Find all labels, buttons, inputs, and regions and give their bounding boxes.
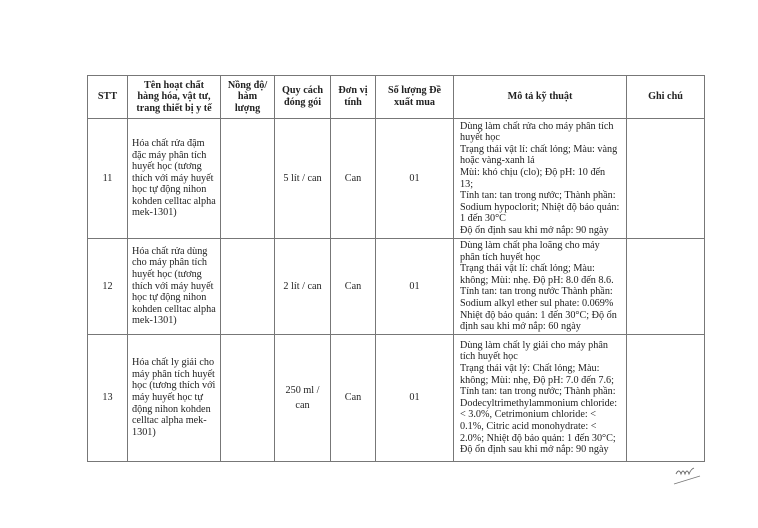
description-line: Dùng làm chất ly giải cho máy phân tích … [460, 339, 608, 363]
header-unit: Đơn vị tính [330, 75, 376, 119]
cell-packing: 2 lít / can [274, 238, 331, 335]
cell-stt: 13 [87, 333, 128, 462]
table-row: 13 Hóa chất ly giải cho máy phân tích huy… [87, 333, 705, 462]
cell-quantity: 01 [375, 333, 454, 462]
description-line: Mùi: khó chịu (clo); Độ pH: 10 đến 13; [460, 166, 606, 190]
header-concentration: Nồng độ/ hàm lượng [220, 75, 275, 119]
description-line: Trạng thái vật lí: chất lỏng; Màu: vàng … [460, 143, 618, 167]
cell-stt: 11 [87, 118, 128, 239]
description-line: Tính tan: tan trong nước; Thành phần: Do… [460, 386, 618, 456]
description-line: Dùng làm chất rửa cho máy phân tích huyế… [460, 120, 614, 144]
description-line: Độ ổn định sau khi mở nắp: 90 ngày [460, 224, 609, 236]
cell-quantity: 01 [375, 238, 454, 335]
cell-unit: Can [330, 238, 376, 335]
cell-packing: 5 lít / can [274, 118, 331, 239]
cell-unit: Can [330, 118, 376, 239]
header-name: Tên hoạt chất hàng hóa, vật tư, trang th… [127, 75, 221, 119]
cell-description: Dùng làm chất pha loãng cho máy phân tíc… [453, 238, 627, 335]
cell-packing: 250 ml / can [274, 333, 331, 462]
cell-name: Hóa chất rửa dùng cho máy phân tích huyế… [127, 238, 221, 335]
description-line: Nhiệt độ bảo quản: 1 đến 30°C; Độ ổn địn… [460, 309, 617, 333]
header-quantity: Số lượng Đề xuất mua [375, 75, 454, 119]
header-packing: Quy cách đóng gói [274, 75, 331, 119]
cell-note [626, 118, 705, 239]
table-row: 12 Hóa chất rửa dùng cho máy phân tích hu… [87, 238, 705, 335]
header-description: Mô tả kỹ thuật [453, 75, 627, 119]
cell-unit: Can [330, 333, 376, 462]
description-line: Dùng làm chất pha loãng cho máy phân tíc… [460, 240, 600, 263]
cell-name: Hóa chất rửa đậm đặc máy phân tích huyết… [127, 118, 221, 239]
description-line: Trạng thái vật lý: Chất lỏng; Màu: không… [460, 362, 614, 386]
header-row: STT Tên hoạt chất hàng hóa, vật tư, tran… [87, 75, 705, 119]
cell-quantity: 01 [375, 118, 454, 239]
procurement-table: STT Tên hoạt chất hàng hóa, vật tư, tran… [87, 75, 705, 462]
cell-concentration [220, 333, 275, 462]
description-line: Tính tan: tan trong nước; Thành phần: So… [460, 190, 620, 225]
cell-description: Dùng làm chất rửa cho máy phân tích huyế… [453, 118, 627, 239]
header-note: Ghi chú [626, 75, 705, 119]
cell-note [626, 238, 705, 335]
cell-description: Dùng làm chất ly giải cho máy phân tích … [453, 333, 627, 462]
table-row: 11 Hóa chất rửa đậm đặc máy phân tích huy… [87, 118, 705, 239]
cell-concentration [220, 118, 275, 239]
cell-concentration [220, 238, 275, 335]
header-stt: STT [87, 75, 128, 119]
cell-note [626, 333, 705, 462]
signature-initials [673, 467, 701, 485]
description-line: Trạng thái vật lí: chất lỏng; Màu: không… [460, 263, 614, 286]
cell-name: Hóa chất ly giải cho máy phân tích huyết… [127, 333, 221, 462]
description-line: Tính tan: tan trong nước Thành phần: Sod… [460, 286, 614, 309]
cell-stt: 12 [87, 238, 128, 335]
